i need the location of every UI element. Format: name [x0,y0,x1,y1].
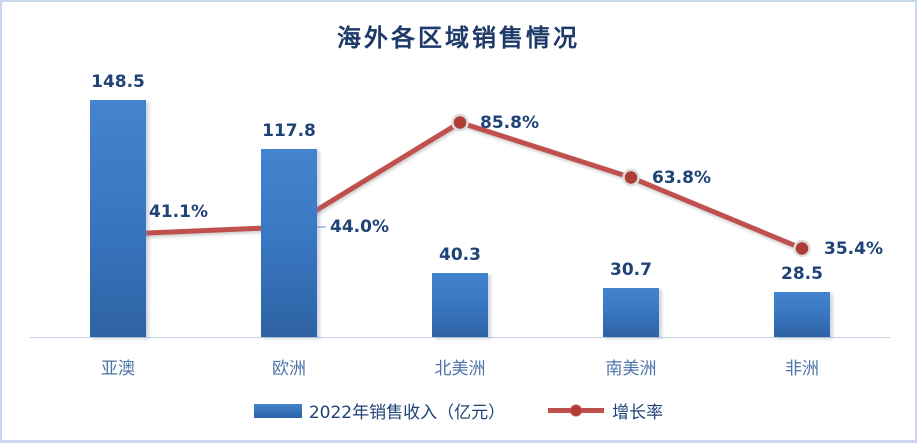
category-label: 欧洲 [272,359,306,379]
legend-item-revenue: 2022年销售收入（亿元） [253,398,506,423]
x-axis-line [30,337,890,338]
bar-1 [261,148,317,337]
percent-label: 35.4% [824,238,883,259]
legend-item-growth: 增长率 [547,398,663,423]
bar-4 [774,291,830,337]
percent-label: 41.1% [149,202,208,223]
bar-value-label: 30.7 [610,260,652,280]
line-legend-swatch [547,403,605,418]
bar-0 [90,99,146,337]
bar-value-label: 28.5 [781,263,823,284]
bar-2 [432,272,488,337]
legend-label-growth: 增长率 [612,403,664,423]
category-label: 南美洲 [605,359,657,379]
bar-value-label: 117.8 [262,120,316,141]
percent-label: 63.8% [652,167,711,188]
bar-value-label: 40.3 [439,244,481,265]
bar-value-label: 148.5 [91,71,145,92]
line-marker-3 [622,168,640,187]
line-marker-4 [793,239,811,258]
bar-legend-swatch [253,403,302,418]
line-marker-2 [451,113,469,132]
percent-label: 44.0% [330,217,389,237]
category-label: 亚澳 [101,359,135,379]
legend-label-revenue: 2022年销售收入（亿元） [308,403,506,423]
bar-3 [603,288,659,337]
percent-label: 85.8% [480,112,539,133]
legend: 2022年销售收入（亿元） 增长率 [2,398,915,423]
category-label: 北美洲 [434,359,486,379]
chart-title: 海外各区域销售情况 [337,23,580,52]
category-label: 非洲 [785,359,819,379]
